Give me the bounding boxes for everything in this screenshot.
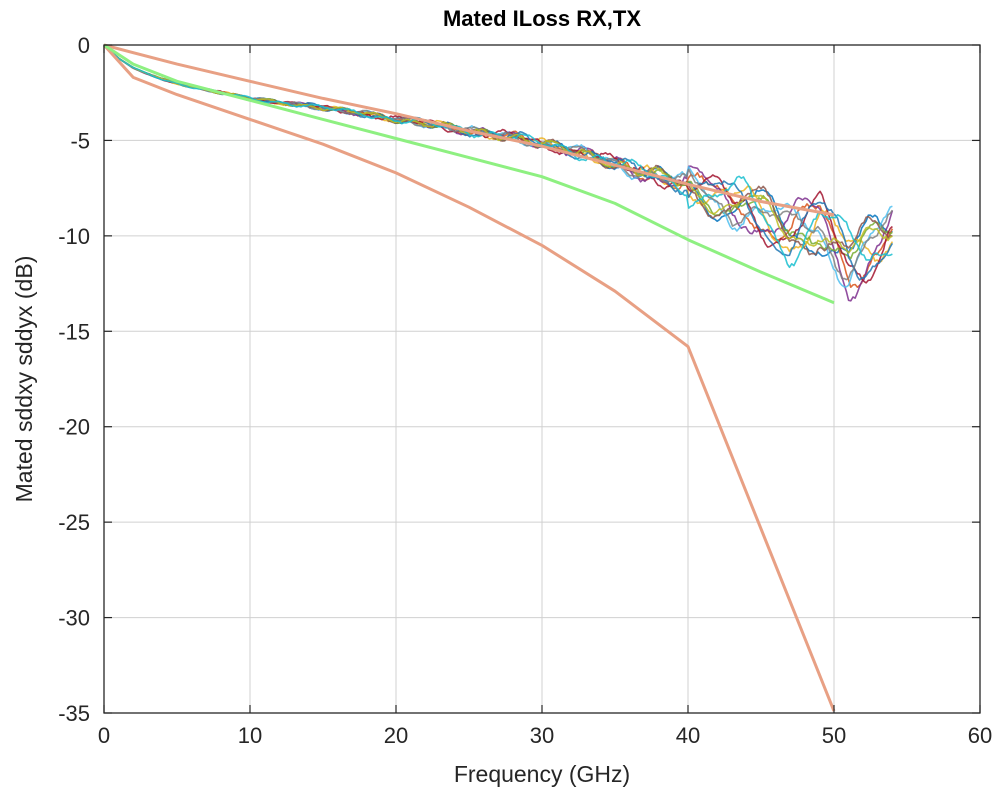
limit-line [102, 43, 836, 712]
x-tick-label: 50 [822, 723, 846, 748]
x-tick-label: 60 [968, 723, 992, 748]
y-tick-label: -10 [58, 224, 90, 249]
series-lines [102, 43, 894, 712]
x-tick-label: 40 [676, 723, 700, 748]
x-tick-label: 10 [238, 723, 262, 748]
x-tick-label: 0 [98, 723, 110, 748]
x-axis-title: Frequency (GHz) [454, 761, 630, 787]
measured-trace-line [103, 44, 893, 269]
y-axis-title: Mated sddxy sddyx (dB) [11, 256, 37, 503]
y-tick-label: -35 [58, 701, 90, 726]
limit-line [103, 43, 835, 217]
x-tick-label: 30 [530, 723, 554, 748]
y-tick-label: -5 [70, 128, 90, 153]
y-tick-label: -20 [58, 415, 90, 440]
axis-ticks: 0 10 20 30 40 50 60 0 -5 -10 -15 -20 -25 -30 -35 [58, 33, 992, 748]
y-tick-label: -25 [58, 510, 90, 535]
y-tick-label: -30 [58, 606, 90, 631]
y-tick-label: -15 [58, 319, 90, 344]
limit-line [103, 43, 835, 305]
x-tick-label: 20 [384, 723, 408, 748]
y-tick-label: 0 [78, 33, 90, 58]
chart-title: Mated ILoss RX,TX [443, 6, 641, 31]
